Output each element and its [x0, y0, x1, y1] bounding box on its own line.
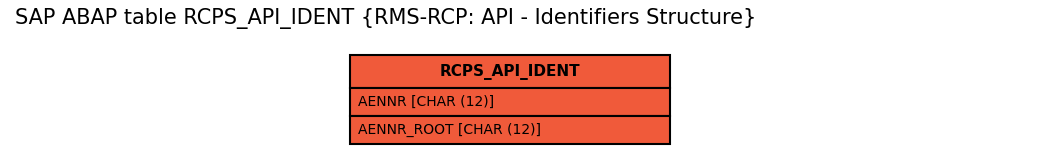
- FancyBboxPatch shape: [350, 116, 670, 144]
- Text: AENNR_ROOT [CHAR (12)]: AENNR_ROOT [CHAR (12)]: [358, 123, 541, 137]
- FancyBboxPatch shape: [350, 55, 670, 88]
- FancyBboxPatch shape: [350, 88, 670, 116]
- Text: RCPS_API_IDENT: RCPS_API_IDENT: [440, 64, 580, 80]
- Text: SAP ABAP table RCPS_API_IDENT {RMS-RCP: API - Identifiers Structure}: SAP ABAP table RCPS_API_IDENT {RMS-RCP: …: [15, 8, 756, 29]
- Text: AENNR [CHAR (12)]: AENNR [CHAR (12)]: [358, 95, 494, 109]
